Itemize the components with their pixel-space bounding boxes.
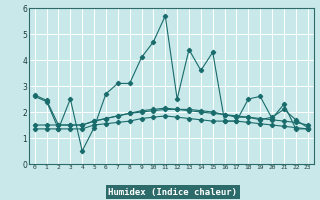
Text: Humidex (Indice chaleur): Humidex (Indice chaleur) <box>108 188 237 196</box>
